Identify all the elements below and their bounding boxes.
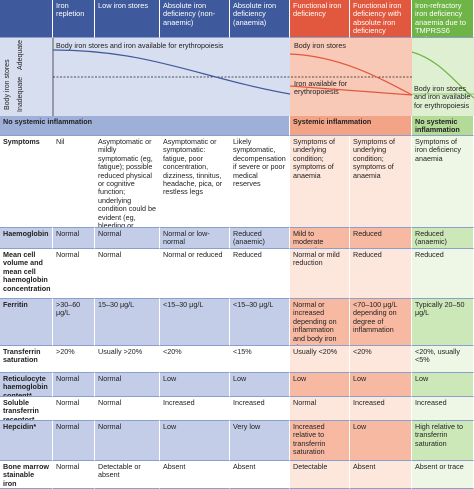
table-cell: <20%: [350, 346, 412, 373]
row-label: Bone marrow stainable iron: [0, 461, 53, 489]
table-cell: Symptoms of underlying condition; sympto…: [350, 136, 412, 228]
table-cell: Normal: [95, 249, 160, 299]
table-cell: >20%: [53, 346, 95, 373]
table-cell: Nil: [53, 136, 95, 228]
available-curve: [289, 85, 413, 96]
blue-curve: [52, 49, 291, 95]
graph-bg: [412, 38, 474, 116]
header-cell: Functional iron deficiency with absolute…: [350, 0, 412, 38]
band-cell: Systemic inflammation: [290, 116, 412, 136]
table-cell: Symptoms of underlying condition; sympto…: [290, 136, 350, 228]
table-cell: Normal: [53, 461, 95, 489]
table-cell: Normal: [95, 373, 160, 397]
y-axis-label: Body iron stores: [4, 59, 11, 110]
header-cell: Absolute iron deficiency (anaemia): [230, 0, 290, 38]
table-cell: <15–30 μg/L: [160, 299, 230, 346]
row-label: Hepcidin*: [0, 421, 53, 461]
row-label: Haemoglobin: [0, 228, 53, 249]
graph-text: Body iron stores and iron available for …: [56, 41, 224, 50]
table-cell: <20%, usually <5%: [412, 346, 474, 373]
table-cell: High relative to transferrin saturation: [412, 421, 474, 461]
row-label: Symptoms: [0, 136, 53, 228]
table-cell: Normal: [53, 421, 95, 461]
table-cell: Increased: [412, 397, 474, 421]
row-label: Soluble transferrin receptor*: [0, 397, 53, 421]
graph-text: Body iron stores: [294, 41, 346, 50]
table-cell: Normal: [53, 373, 95, 397]
band-cell: No systemic inflammation: [412, 116, 474, 136]
table-cell: Absent: [160, 461, 230, 489]
header-cell: Iron repletion: [53, 0, 95, 38]
table-cell: Reduced: [350, 228, 412, 249]
header-cell: Functional iron deficiency: [290, 0, 350, 38]
table-cell: Detectable or absent: [95, 461, 160, 489]
table-cell: Usually <20%: [290, 346, 350, 373]
table-cell: Normal or reduced: [160, 249, 230, 299]
table-cell: Absent or trace: [412, 461, 474, 489]
table-cell: Asymptomatic or mildly symptomatic (eg, …: [95, 136, 160, 228]
table-cell: Normal or increased depending on inflamm…: [290, 299, 350, 346]
table-cell: Increased relative to transferrin satura…: [290, 421, 350, 461]
row-label: Reticulocyte haemoglobin content*: [0, 373, 53, 397]
table-cell: Increased: [160, 397, 230, 421]
band-cell: No systemic inflammation: [0, 116, 290, 136]
table-cell: Low: [350, 373, 412, 397]
table-cell: <15–30 μg/L: [230, 299, 290, 346]
table-cell: Reduced: [350, 249, 412, 299]
header-cell: Iron-refractory iron deficiency anaemia …: [412, 0, 474, 38]
table-cell: Absent: [350, 461, 412, 489]
table-cell: Normal: [95, 397, 160, 421]
table-cell: >30–60 μg/L: [53, 299, 95, 346]
table-cell: Reduced (anaemic): [230, 228, 290, 249]
row-label: Mean cell volume and mean cell haemoglob…: [0, 249, 53, 299]
table-cell: Normal or low-normal: [160, 228, 230, 249]
iron-graph: [0, 38, 474, 116]
header-cell: Low iron stores: [95, 0, 160, 38]
header-cell: Absolute iron deficiency (non-anaemic): [160, 0, 230, 38]
table-cell: 15–30 μg/L: [95, 299, 160, 346]
table-cell: Likely symptomatic, decompensation if se…: [230, 136, 290, 228]
table-cell: Increased: [230, 397, 290, 421]
table-cell: Low: [160, 373, 230, 397]
row-label: Ferritin: [0, 299, 53, 346]
row-label: Transferrin saturation: [0, 346, 53, 373]
graph-text: Body iron stores and iron available for …: [414, 84, 471, 110]
stores-curve: [289, 53, 413, 96]
table-cell: Asymptomatic or symptomatic: fatigue, po…: [160, 136, 230, 228]
table-cell: Increased: [350, 397, 412, 421]
y-level: Inadequate: [17, 76, 24, 112]
table-cell: Low: [350, 421, 412, 461]
table-cell: Detectable: [290, 461, 350, 489]
y-level: Adequate: [17, 40, 24, 70]
table-cell: Normal or mild reduction: [290, 249, 350, 299]
table-cell: Normal: [53, 397, 95, 421]
table-cell: <20%: [160, 346, 230, 373]
table-cell: <70–100 μg/L depending on degree of infl…: [350, 299, 412, 346]
table-cell: Typically 20–50 μg/L: [412, 299, 474, 346]
table-cell: Reduced: [412, 249, 474, 299]
table-cell: Very low: [230, 421, 290, 461]
table-cell: Low: [160, 421, 230, 461]
table-cell: Normal: [95, 421, 160, 461]
table-cell: Low: [412, 373, 474, 397]
table-cell: Normal: [53, 249, 95, 299]
table-cell: Normal: [290, 397, 350, 421]
table-cell: Symptoms of iron deficiency anaemia: [412, 136, 474, 228]
table-cell: <15%: [230, 346, 290, 373]
table-cell: Absent: [230, 461, 290, 489]
table-cell: Mild to moderate anaemia: [290, 228, 350, 249]
table-cell: Normal: [95, 228, 160, 249]
table-cell: Reduced (anaemic): [412, 228, 474, 249]
table-cell: Usually >20%: [95, 346, 160, 373]
table-cell: Low: [230, 373, 290, 397]
table-cell: Low: [290, 373, 350, 397]
table-cell: Normal: [53, 228, 95, 249]
graph-text: Iron available for erythropoiesis: [294, 79, 348, 97]
header-cell: [0, 0, 53, 38]
table-cell: Reduced: [230, 249, 290, 299]
